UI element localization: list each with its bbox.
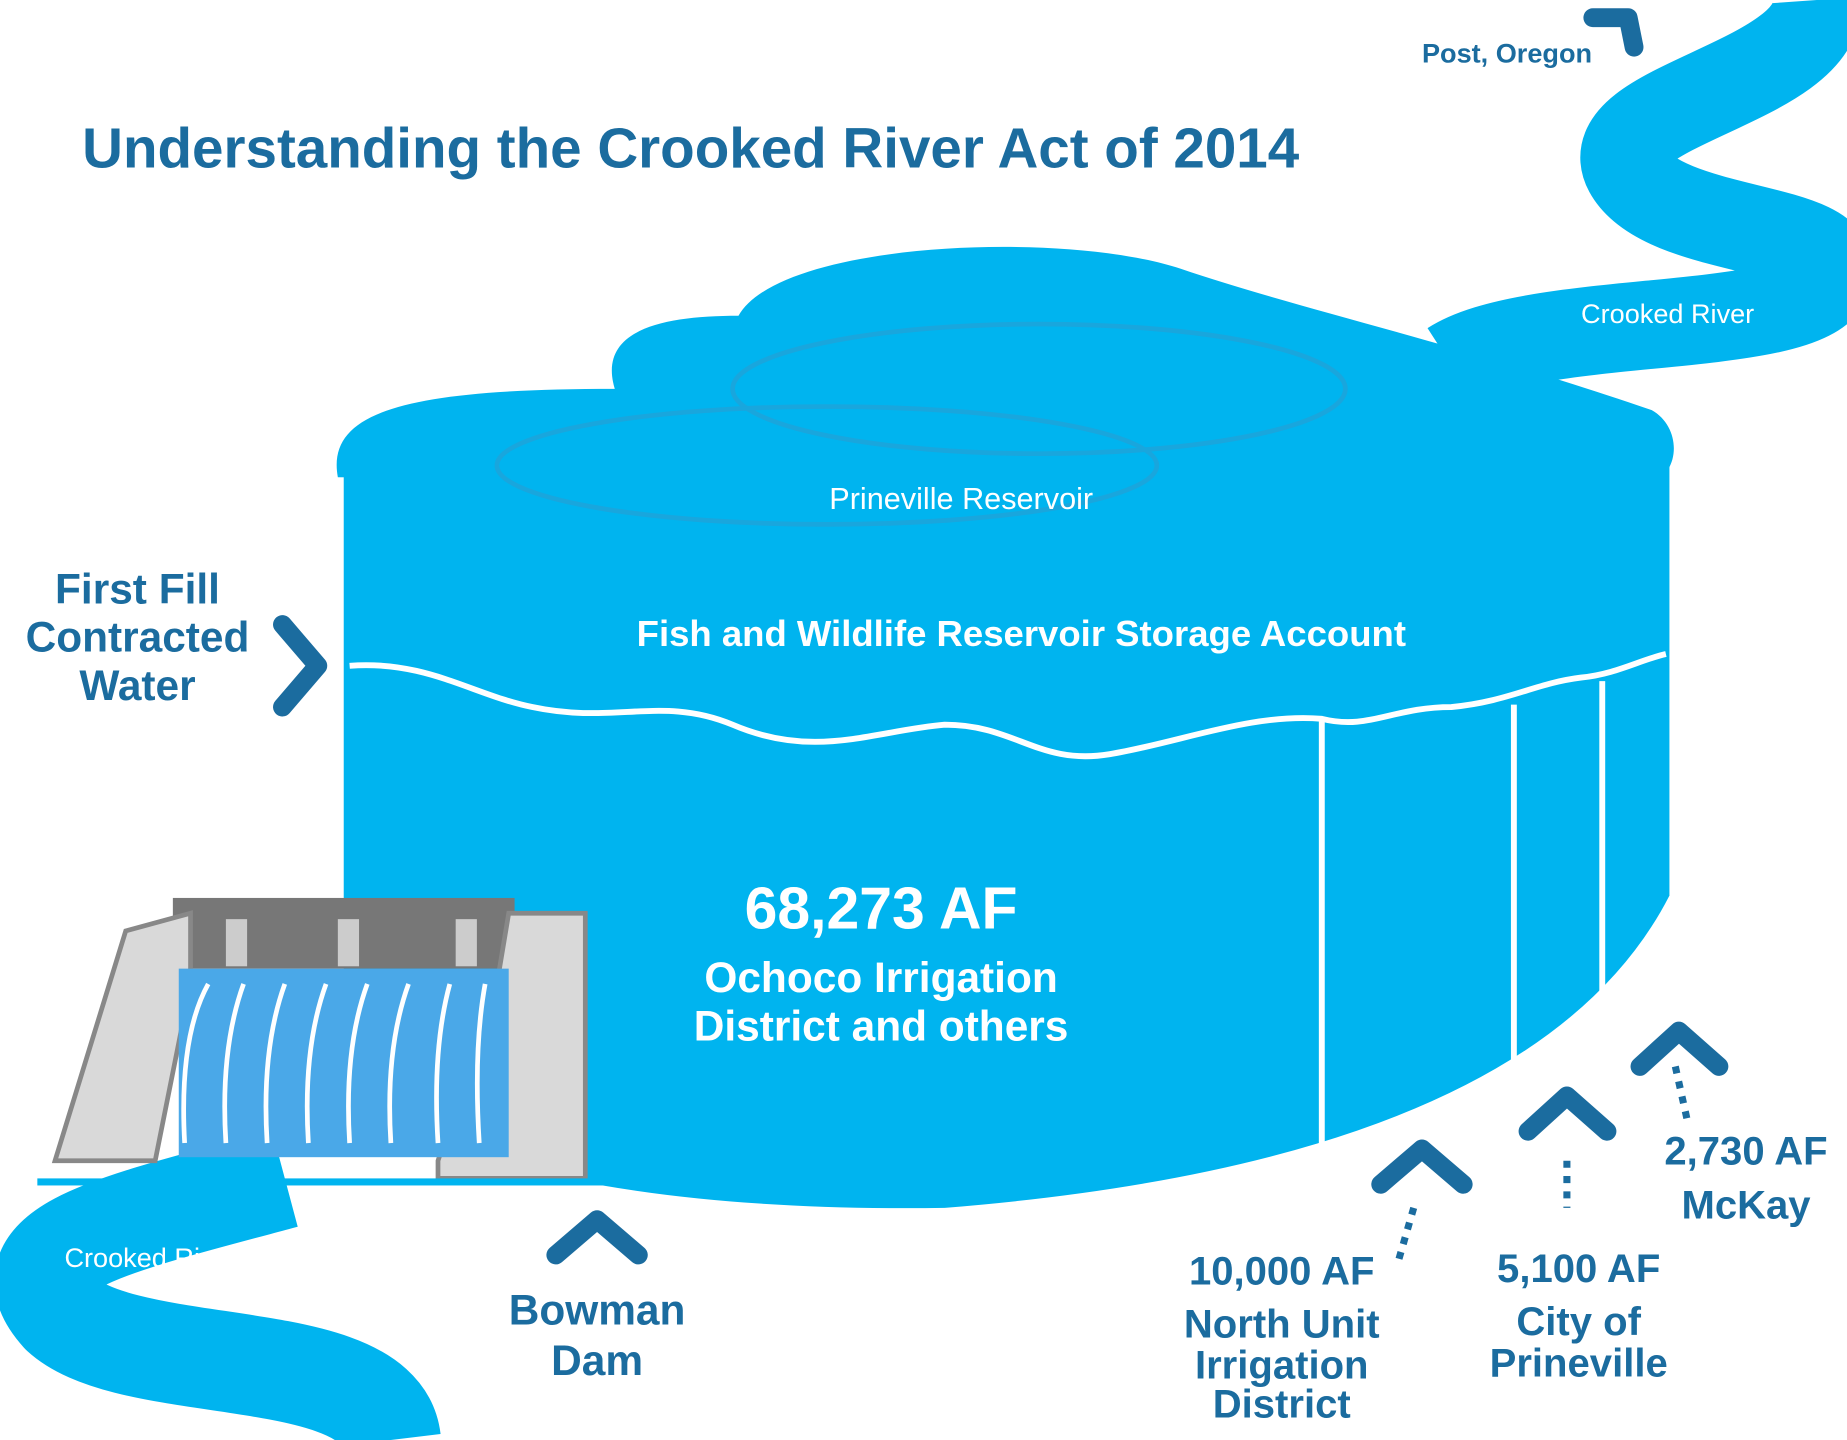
chevron [556, 1220, 638, 1255]
reservoir-label: Prineville Reservoir [829, 482, 1093, 516]
first-fill: First Fill [55, 565, 220, 612]
holder: Ochoco Irrigation [704, 954, 1057, 1001]
holder: McKay [1681, 1183, 1811, 1227]
first-fill: Contracted [26, 614, 250, 661]
dam [37, 898, 626, 1186]
amount: 2,730 AF [1664, 1129, 1827, 1173]
holder: City of [1516, 1300, 1641, 1344]
river-label: Crooked River [64, 1242, 237, 1273]
amount: 5,100 AF [1497, 1247, 1660, 1291]
place-label: Post, Oregon [1422, 37, 1592, 68]
first-fill: Water [79, 662, 195, 709]
chevron [282, 625, 317, 707]
reservoir-top [337, 247, 1674, 483]
holder: Prineville [1490, 1341, 1668, 1385]
amount: 10,000 AF [1189, 1249, 1375, 1293]
chevron [1593, 18, 1634, 47]
dam-label: Dam [551, 1337, 643, 1384]
amount: 68,273 AF [745, 877, 1018, 942]
dam-label: Bowman [509, 1287, 686, 1334]
title: Understanding the Crooked River Act of 2… [82, 116, 1300, 179]
holder: Irrigation [1195, 1344, 1369, 1388]
chevron [1528, 1096, 1607, 1131]
chevron [1640, 1031, 1719, 1066]
infographic: Understanding the Crooked River Act of 2… [0, 0, 1847, 1440]
river-label: Crooked River [1581, 298, 1754, 329]
account-label: Fish and Wildlife Reservoir Storage Acco… [637, 613, 1406, 654]
river-bottom [45, 1178, 391, 1440]
page: Understanding the Crooked River Act of 2… [0, 0, 1847, 1440]
holder: District [1213, 1383, 1351, 1427]
holder: District and others [694, 1003, 1069, 1050]
chevron [1381, 1149, 1463, 1184]
holder: North Unit [1184, 1302, 1380, 1346]
